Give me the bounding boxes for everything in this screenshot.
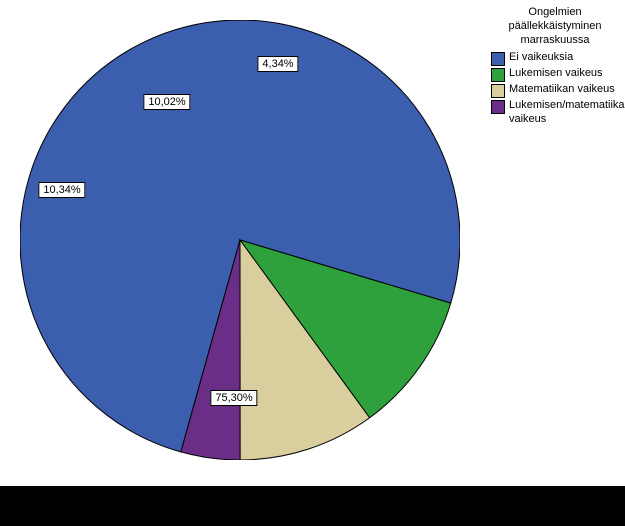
legend-title-line: marraskuussa [491, 34, 619, 48]
legend-title-line: Ongelmien [491, 6, 619, 20]
legend-item: Lukemisen vaikeus [491, 67, 619, 82]
legend-swatch [491, 100, 505, 114]
legend-item: Lukemisen/matematiikan vaikeus [491, 99, 619, 127]
legend-swatch [491, 84, 505, 98]
pie-chart: 75,30% 10,34% 10,02% 4,34% [20, 20, 460, 460]
slice-label-0: 75,30% [210, 390, 257, 406]
legend-text: Matematiikan vaikeus [509, 83, 615, 97]
chart-area: 75,30% 10,34% 10,02% 4,34% Ongelmien pää… [0, 0, 625, 526]
legend: Ongelmien päällekkäistyminen marraskuuss… [491, 6, 619, 128]
legend-item: Ei vaikeuksia [491, 51, 619, 66]
legend-item: Matematiikan vaikeus [491, 83, 619, 98]
slice-label-2: 10,02% [143, 94, 190, 110]
slice-label-3: 4,34% [257, 56, 298, 72]
slice-label-1: 10,34% [38, 182, 85, 198]
legend-swatch [491, 52, 505, 66]
legend-text: Lukemisen vaikeus [509, 67, 603, 81]
legend-title: Ongelmien päällekkäistyminen marraskuuss… [491, 6, 619, 47]
legend-text: Lukemisen/matematiikan vaikeus [509, 99, 619, 127]
legend-title-line: päällekkäistyminen [491, 20, 619, 34]
bottom-bar [0, 486, 625, 526]
legend-swatch [491, 68, 505, 82]
legend-text: Ei vaikeuksia [509, 51, 573, 65]
